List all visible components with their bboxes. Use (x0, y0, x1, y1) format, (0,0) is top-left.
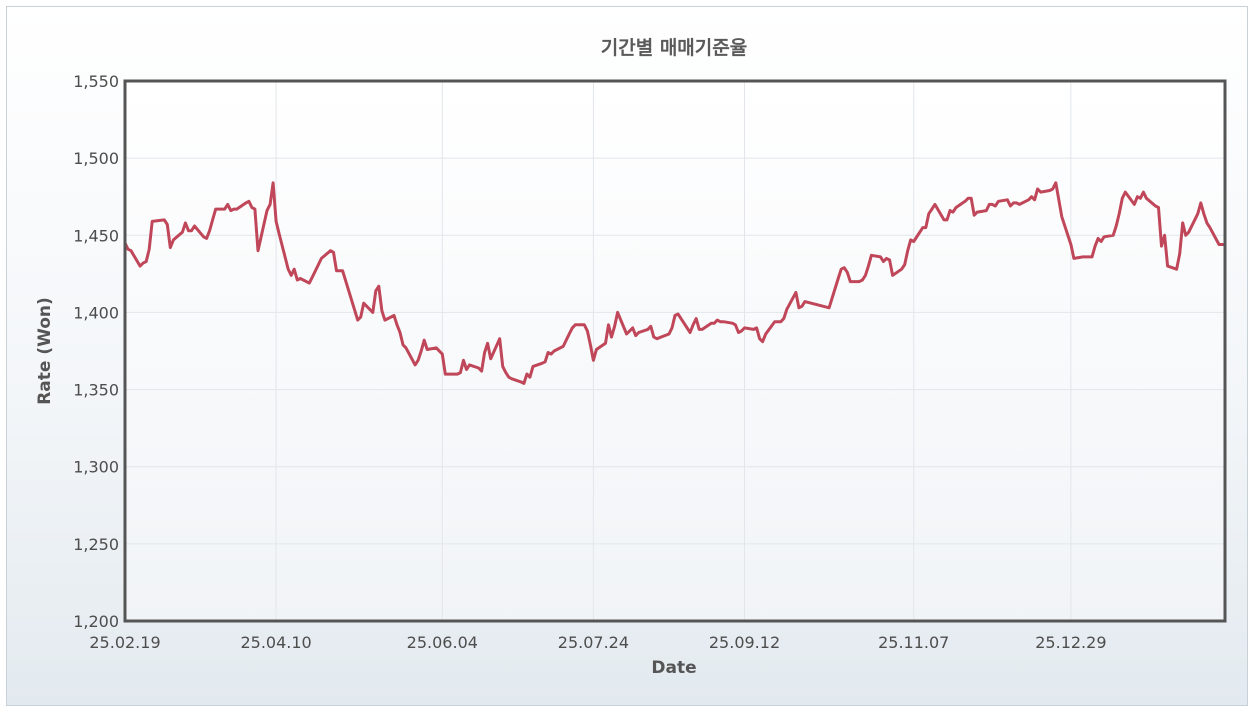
grid-lines (125, 81, 1225, 621)
chart-title: 기간별 매매기준율 (601, 37, 747, 59)
x-tick-label: 25.11.07 (878, 633, 949, 652)
y-tick-label: 1,200 (73, 612, 119, 631)
x-tick-label: 25.09.12 (709, 633, 780, 652)
y-tick-label: 1,350 (73, 381, 119, 400)
series-line (123, 181, 1227, 385)
y-tick-label: 1,300 (73, 458, 119, 477)
x-tick-label: 25.06.04 (407, 633, 478, 652)
y-tick-label: 1,400 (73, 303, 119, 322)
x-tick-label: 25.12.29 (1035, 633, 1106, 652)
y-tick-label: 1,250 (73, 535, 119, 554)
x-tick-label: 25.04.10 (240, 633, 311, 652)
y-axis-title: Rate (Won) (35, 297, 55, 405)
x-tick-label: 25.07.24 (558, 633, 629, 652)
x-tick-labels: 25.02.19 25.04.10 25.06.04 25.07.24 25.09.12… (89, 633, 1106, 652)
plot-border (123, 79, 1227, 623)
series-layer (123, 181, 1227, 385)
chart-frame: 기간별 매매기준율 1,200 1,250 1,300 1,350 1,400 1,450… (6, 6, 1248, 706)
chart-svg: 기간별 매매기준율 1,200 1,250 1,300 1,350 1,400 1,450… (35, 37, 1227, 678)
y-tick-label: 1,550 (73, 72, 119, 91)
y-tick-label: 1,450 (73, 226, 119, 245)
y-tick-label: 1,500 (73, 149, 119, 168)
x-axis-title: Date (651, 658, 696, 678)
plot-area (125, 81, 1225, 621)
x-tick-label: 25.02.19 (89, 633, 160, 652)
y-tick-labels: 1,200 1,250 1,300 1,350 1,400 1,450 1,500 1,550 (73, 72, 119, 631)
